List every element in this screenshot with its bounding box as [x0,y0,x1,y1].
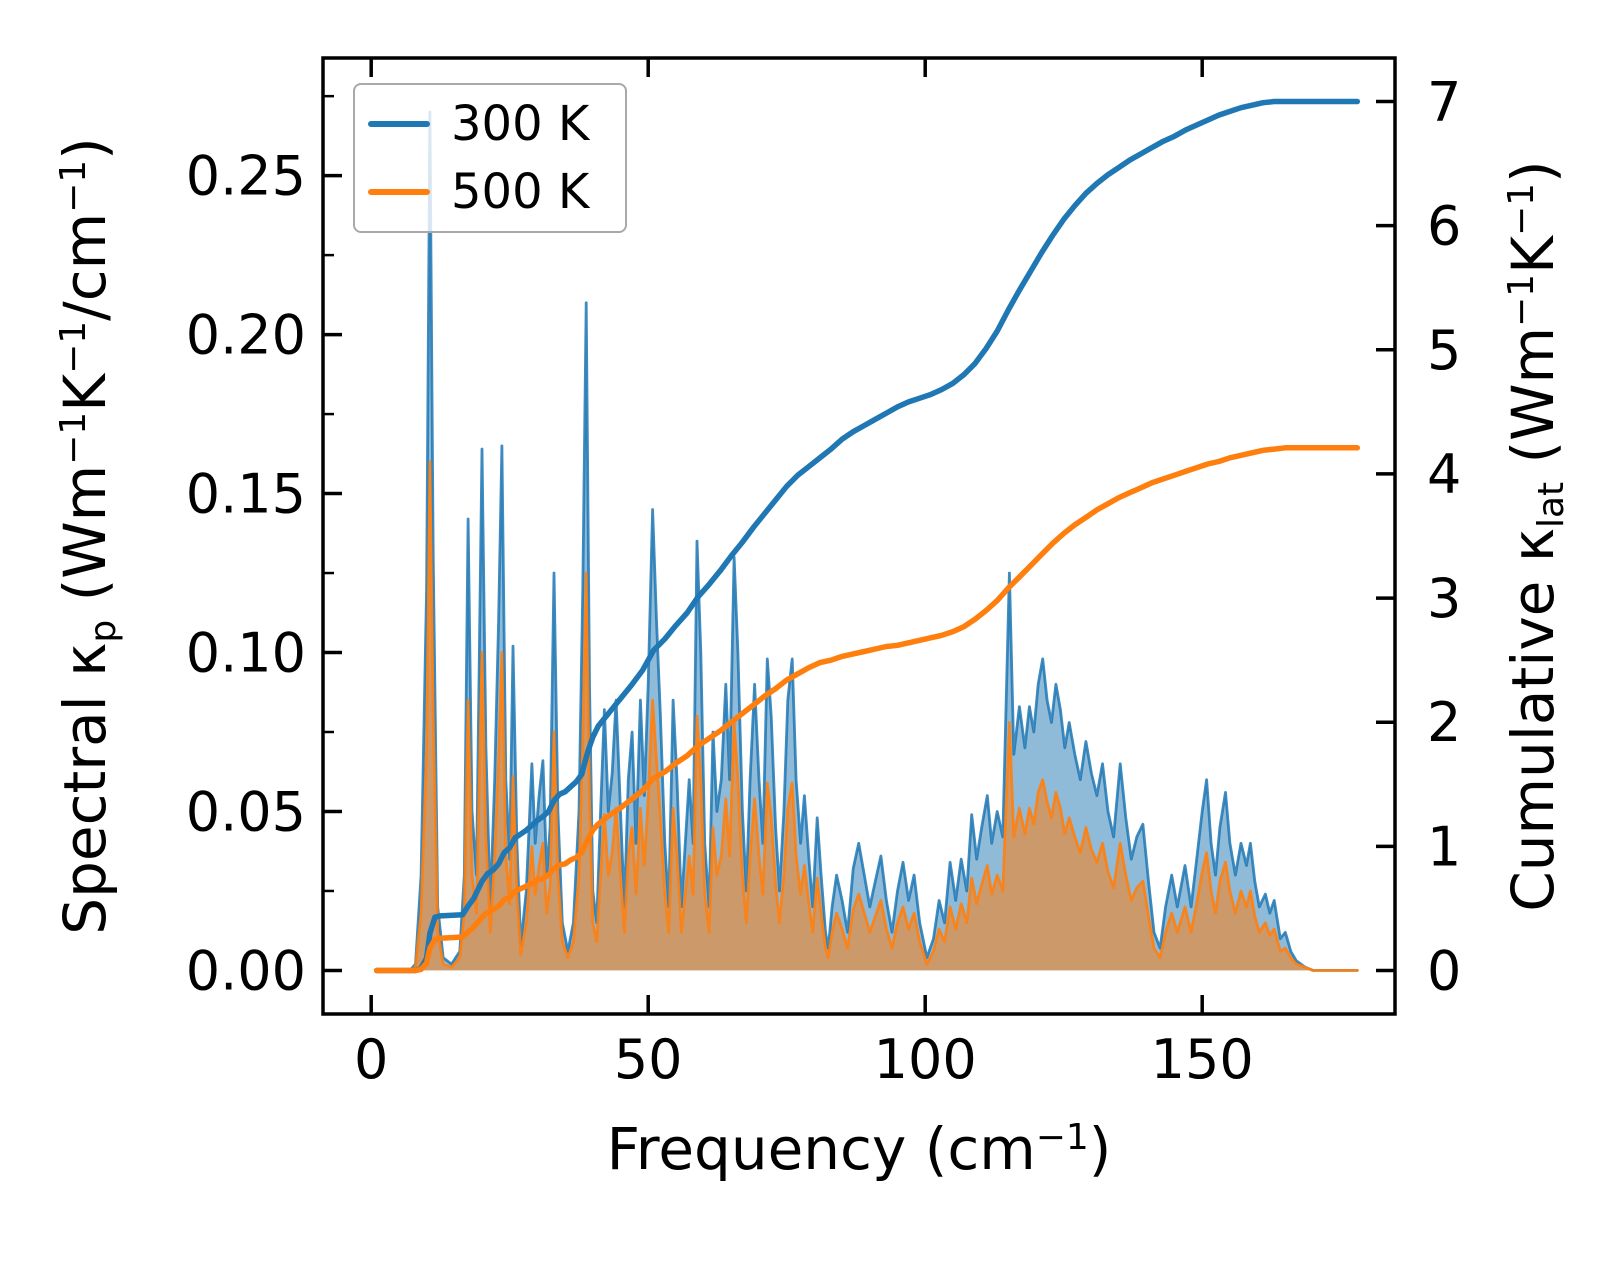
spectral-500K-line [375,460,1359,972]
spectral-500K-area [376,461,1358,971]
y-axis-label-left: Spectral κp (Wm−1K−1/cm−1) [51,137,125,935]
y-left-tick-label: 0.25 [186,145,306,208]
y-right-tick-label: 2 [1427,691,1461,754]
plot-spines [321,56,1397,1016]
legend-label-500k: 500 K [451,163,590,220]
y-left-tick-label: 0.20 [186,304,306,367]
x-tick-label: 50 [614,1028,683,1091]
y-right-tick-label: 5 [1427,319,1461,382]
x-axis-label: Frequency (cm−1) [606,1115,1112,1184]
cumulative-500K-line [373,445,1361,974]
y-left-tick-label: 0.00 [186,939,306,1002]
y-right-tick-label: 6 [1427,195,1461,258]
y-left-tick-label: 0.10 [186,622,306,685]
y-left-tick-label: 0.15 [186,463,306,526]
legend-label-300k: 300 K [451,96,590,153]
spectral-300K-line [375,110,1359,972]
x-tick-label: 100 [874,1028,977,1091]
y-axis-label-right: Cumulative κlat (Wm−1K−1) [1499,160,1573,912]
legend-item-300k: 300 K [355,96,625,152]
y-right-tick-label: 3 [1427,567,1461,630]
legend-line-300k-icon [368,121,430,128]
y-right-tick-label: 0 [1427,940,1461,1003]
x-tick-label: 150 [1151,1028,1254,1091]
x-tick-label: 0 [354,1028,388,1091]
y-left-tick-label: 0.05 [186,780,306,843]
y-right-tick-label: 4 [1427,443,1461,506]
legend: 300 K 500 K [353,83,627,233]
y-right-tick-label: 7 [1427,70,1461,133]
legend-line-500k-icon [368,188,430,195]
y-right-tick-label: 1 [1427,815,1461,878]
cumulative-300K-line [373,98,1361,974]
legend-item-500k: 500 K [355,164,625,220]
spectral-300K-area [376,112,1358,971]
